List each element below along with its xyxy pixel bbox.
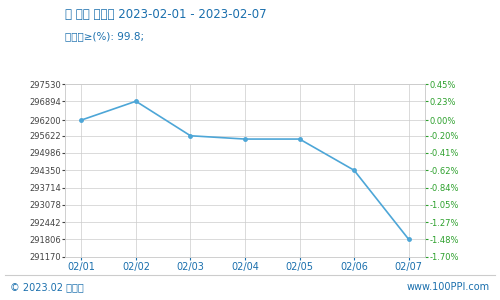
Text: 钴 华东 市场价 2023-02-01 - 2023-02-07: 钴 华东 市场价 2023-02-01 - 2023-02-07 [65,8,266,20]
Text: www.100PPI.com: www.100PPI.com [407,282,490,292]
Text: 钴含量≥(%): 99.8;: 钴含量≥(%): 99.8; [65,32,144,41]
Text: © 2023.02 生意社: © 2023.02 生意社 [10,282,84,292]
